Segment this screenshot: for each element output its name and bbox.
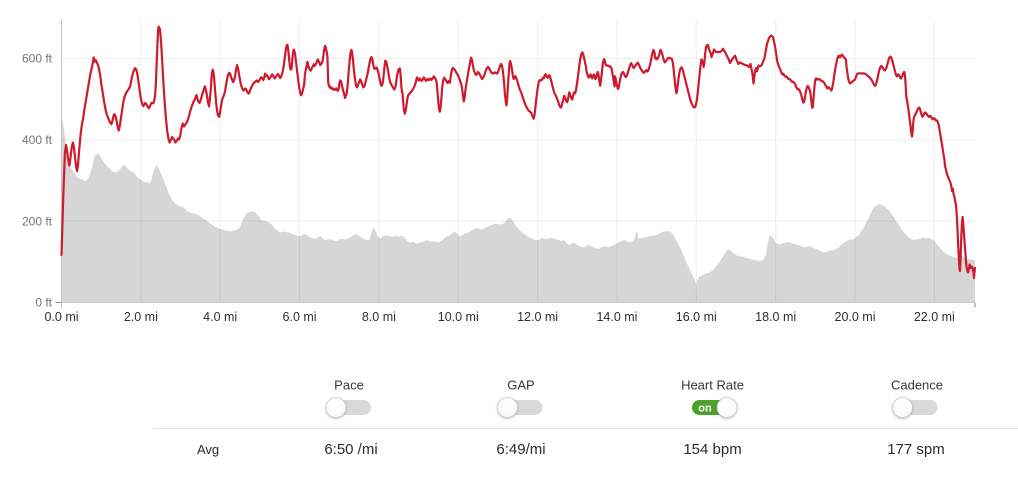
svg-text:on: on [698,403,712,415]
svg-text:0.0 mi: 0.0 mi [44,310,78,324]
svg-text:2.0 mi: 2.0 mi [124,310,158,324]
svg-text:14.0 mi: 14.0 mi [596,310,637,324]
svg-text:Pace: Pace [334,378,364,393]
svg-text:177 spm: 177 spm [887,441,945,458]
svg-text:12.0 mi: 12.0 mi [517,310,558,324]
svg-text:200 ft: 200 ft [22,214,53,228]
svg-text:Avg: Avg [197,442,219,457]
svg-text:4.0 mi: 4.0 mi [203,310,237,324]
svg-text:8.0 mi: 8.0 mi [362,310,396,324]
svg-text:600 ft: 600 ft [22,52,53,66]
svg-text:0 ft: 0 ft [35,296,52,310]
svg-text:6:50 /mi: 6:50 /mi [324,441,377,458]
svg-text:GAP: GAP [507,378,534,393]
svg-text:20.0 mi: 20.0 mi [835,310,876,324]
svg-text:6.0 mi: 6.0 mi [283,310,317,324]
svg-text:16.0 mi: 16.0 mi [676,310,717,324]
svg-text:Heart Rate: Heart Rate [681,378,744,393]
svg-text:22.0 mi: 22.0 mi [914,310,955,324]
svg-text:10.0 mi: 10.0 mi [438,310,479,324]
svg-text:154 bpm: 154 bpm [683,441,741,458]
svg-text:400 ft: 400 ft [22,133,53,147]
svg-text:Cadence: Cadence [891,378,943,393]
svg-text:6:49/mi: 6:49/mi [496,441,545,458]
svg-text:18.0 mi: 18.0 mi [755,310,796,324]
